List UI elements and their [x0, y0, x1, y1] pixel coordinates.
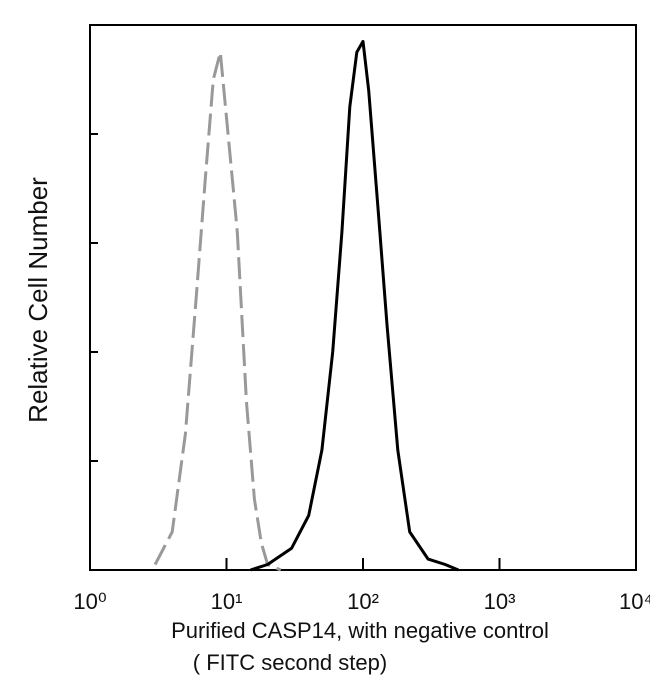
y-axis-label: Relative Cell Number: [23, 177, 53, 423]
histogram-line: [250, 39, 459, 572]
x-axis-label: Purified CASP14, with negative control: [171, 618, 549, 643]
x-tick-label: 10⁰: [73, 589, 106, 614]
x-tick-label: 10²: [347, 589, 379, 614]
plot-frame: [89, 24, 637, 571]
x-tick-label: 10¹: [211, 589, 243, 614]
histogram-line: [153, 50, 282, 572]
x-tick-label: 10⁴: [619, 589, 650, 614]
x-tick-label: 10³: [484, 589, 516, 614]
x-axis-label-2: ( FITC second step): [193, 650, 387, 675]
